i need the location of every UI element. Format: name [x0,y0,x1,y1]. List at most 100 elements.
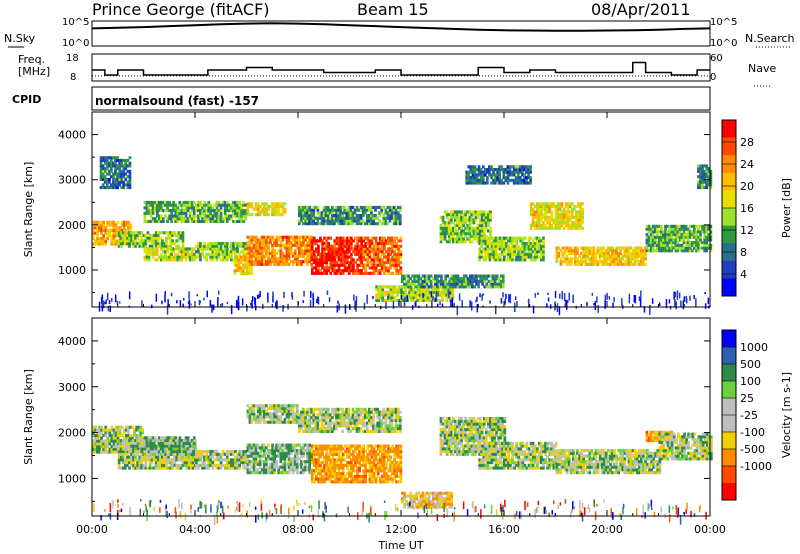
echo-cell [110,439,114,443]
echo-cell [454,285,458,289]
echo-cell [386,211,390,215]
echo-cell [116,220,120,224]
scatter-cell [309,299,312,308]
echo-cell [560,210,564,214]
echo-cell [119,239,123,243]
echo-cell [387,298,391,302]
echo-cell [333,216,336,220]
echo-cell [337,216,340,220]
echo-cell [561,251,565,255]
echo-cell [267,246,270,250]
echo-cell [389,258,392,262]
echo-cell [246,260,250,264]
echo-cell [337,242,341,246]
echo-cell [391,236,394,240]
echo-cell [339,244,343,248]
echo-cell [697,224,700,228]
echo-cell [104,228,108,232]
echo-cell [701,224,704,228]
echo-cell [498,173,501,177]
echo-cell [345,252,349,256]
echo-cell [126,444,129,448]
echo-cell [436,285,439,289]
echo-cell [376,252,380,256]
echo-cell [345,242,349,246]
echo-cell [374,242,378,246]
echo-cell [569,262,573,266]
echo-cell [607,251,610,255]
echo-cell [479,170,483,174]
echo-cell [324,214,328,218]
echo-cell [502,181,506,185]
echo-cell [439,293,442,297]
echo-cell [467,176,471,180]
echo-cell [472,237,476,241]
echo-cell [188,252,192,256]
echo-cell [462,229,465,233]
echo-cell [482,258,486,262]
echo-cell [420,298,424,302]
echo-cell [153,450,157,454]
echo-cell [104,450,108,454]
echo-cell [475,277,478,281]
echo-cell [219,217,223,221]
echo-cell [121,444,125,448]
echo-cell [244,252,248,256]
echo-cell [236,203,239,207]
scatter-cell [251,300,253,309]
echo-cell [568,202,572,206]
echo-cell [594,254,598,258]
echo-cell [269,257,272,261]
echo-cell [686,227,690,231]
echo-cell [607,249,610,253]
echo-cell [277,262,281,266]
echo-cell [359,205,363,209]
echo-region [697,164,713,190]
echo-cell [277,210,281,214]
scatter-cell [188,291,190,300]
echo-cell [653,241,657,245]
echo-cell [391,293,395,297]
echo-cell [570,226,574,230]
echo-cell [133,434,136,438]
echo-cell [486,170,489,174]
echo-cell [655,249,659,253]
echo-cell [500,258,504,262]
echo-cell [397,263,401,267]
echo-cell [100,450,103,454]
echo-cell [474,215,478,219]
echo-cell [157,206,161,210]
echo-cell [352,266,355,270]
echo-cell [498,236,502,240]
echo-cell [120,425,124,429]
echo-cell [475,282,478,286]
echo-cell [563,251,567,255]
echo-cell [478,258,481,262]
echo-cell [117,447,121,451]
echo-cell [325,266,328,270]
echo-cell [121,439,125,443]
echo-cell [393,296,397,300]
echo-cell [112,445,116,449]
scatter-cell [182,303,184,308]
echo-cell [119,444,123,448]
scatter-cell [291,295,294,300]
echo-cell [310,239,314,243]
echo-cell [154,244,158,248]
echo-cell [119,441,123,445]
echo-cell [416,298,420,302]
echo-cell [458,234,461,238]
echo-cell [598,251,602,255]
echo-cell [554,213,558,217]
echo-cell [345,244,349,248]
echo-cell [306,260,309,264]
echo-cell [621,257,625,261]
echo-cell [594,260,598,264]
scatter-cell [508,294,510,303]
echo-cell [580,262,583,266]
echo-cell [159,455,162,459]
echo-cell [707,224,711,228]
echo-cell [456,274,460,278]
echo-cell [180,258,184,262]
echo-cell [343,261,347,265]
